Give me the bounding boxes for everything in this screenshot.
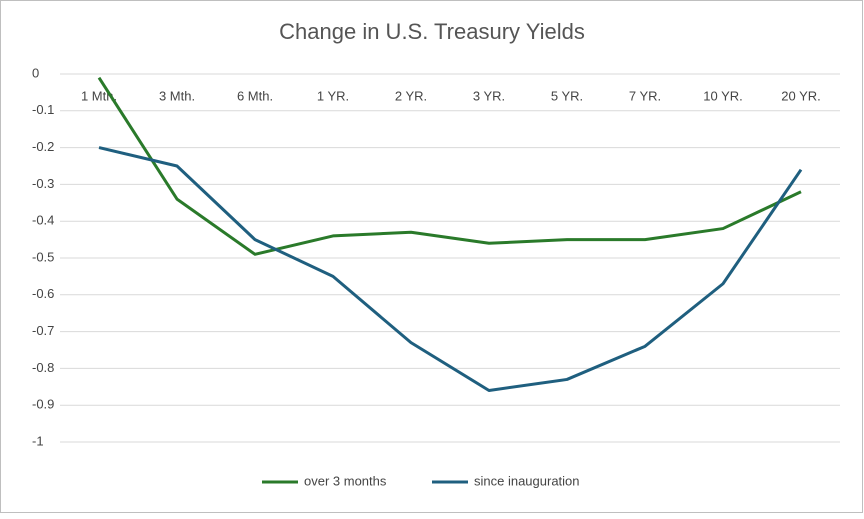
y-tick-label: -0.5 (32, 249, 54, 264)
x-tick-label: 6 Mth. (237, 88, 273, 103)
x-tick-label: 1 YR. (317, 88, 349, 103)
y-tick-label: -0.9 (32, 397, 54, 412)
y-tick-label: -0.7 (32, 323, 54, 338)
y-tick-label: -0.2 (32, 139, 54, 154)
series-line (97, 76, 802, 256)
x-tick-label: 2 YR. (395, 88, 427, 103)
y-tick-label: -0.3 (32, 176, 54, 191)
chart-title: Change in U.S. Treasury Yields (279, 19, 585, 44)
y-tick-label: -0.4 (32, 213, 54, 228)
x-tick-label: 3 YR. (473, 88, 505, 103)
x-tick-label: 3 Mth. (159, 88, 195, 103)
y-tick-label: -0.8 (32, 360, 54, 375)
legend-label: over 3 months (304, 473, 387, 488)
y-tick-label: -1 (32, 433, 44, 448)
y-tick-label: -0.6 (32, 286, 54, 301)
x-tick-label: 20 YR. (781, 88, 821, 103)
y-tick-label: -0.1 (32, 102, 54, 117)
series-line (98, 146, 803, 392)
y-tick-label: 0 (32, 65, 39, 80)
x-tick-label: 10 YR. (703, 88, 743, 103)
legend-label: since inauguration (474, 473, 580, 488)
x-tick-label: 7 YR. (629, 88, 661, 103)
x-tick-label: 5 YR. (551, 88, 583, 103)
